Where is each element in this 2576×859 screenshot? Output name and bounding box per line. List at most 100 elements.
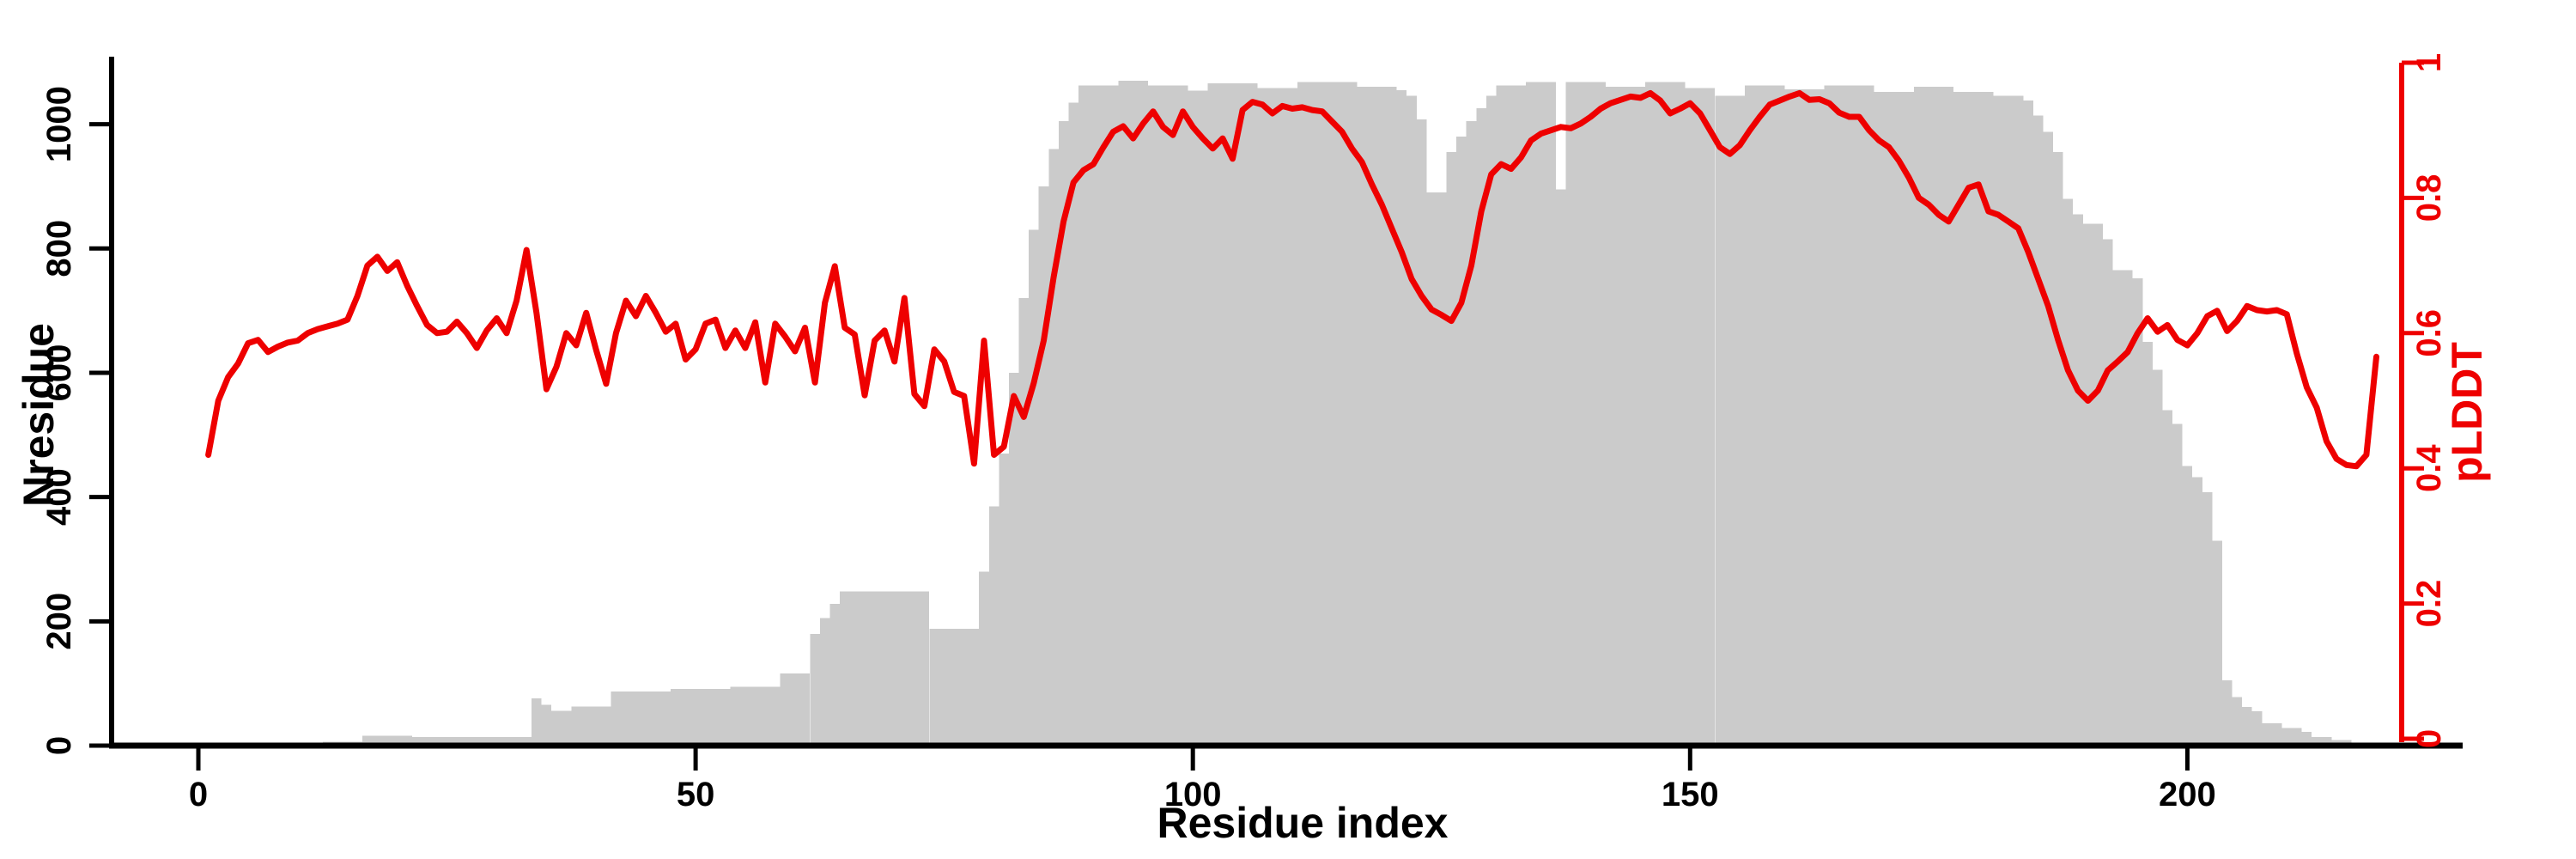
left-tick-label: 800: [40, 220, 78, 277]
right-tick-label: 0.8: [2410, 174, 2448, 222]
nresidue-bar: [532, 698, 542, 746]
nresidue-bar: [2132, 278, 2143, 746]
right-tick-label: 0.6: [2410, 309, 2448, 357]
nresidue-bar: [1058, 121, 1069, 746]
nresidue-bar: [2312, 736, 2332, 746]
nresidue-bar: [1406, 95, 1417, 746]
nresidue-bar: [1784, 89, 1825, 746]
nresidue-bar: [1565, 82, 1606, 746]
nresidue-bar: [1207, 82, 1258, 746]
x-tick-label: 0: [189, 776, 208, 813]
left-tick-label: 1000: [40, 86, 78, 162]
left-tick-label: 200: [40, 593, 78, 650]
nresidue-bar: [1426, 192, 1447, 746]
nresidue-bar: [1008, 373, 1019, 746]
nresidue-bar: [810, 633, 820, 746]
plddt-line: [205, 89, 2379, 470]
nresidue-bar: [2082, 223, 2103, 746]
nresidue-bar: [1416, 119, 1427, 746]
nresidue-bar: [2242, 707, 2252, 746]
nresidue-bar: [1874, 92, 1914, 746]
nresidue-bar: [2202, 491, 2213, 746]
nresidue-bar: [1824, 85, 1874, 746]
right-tick-label: 0: [2410, 729, 2448, 748]
right-tick-label: 0.2: [2410, 580, 2448, 628]
nresidue-bar: [2112, 270, 2133, 746]
nresidue-bar: [1396, 89, 1407, 746]
nresidue-bar: [1118, 81, 1148, 746]
nresidue-bar: [988, 506, 999, 746]
nresidue-bar: [2281, 728, 2302, 746]
right-axis-title: pLDDT: [2443, 342, 2491, 483]
nresidue-bar: [929, 629, 980, 746]
nresidue-bar: [780, 673, 811, 746]
nresidue-bar: [571, 706, 611, 746]
nresidue-bar: [979, 571, 989, 746]
nresidue-bar: [541, 704, 552, 746]
nresidue-bar: [1446, 152, 1457, 746]
nresidue-bar: [1526, 82, 1556, 746]
nresidue-bar: [2063, 198, 2074, 746]
nresidue-bar: [829, 604, 841, 746]
nresidue-bar: [2162, 410, 2172, 746]
nresidue-bar: [1297, 82, 1358, 746]
nresidue-bar: [1745, 85, 1785, 746]
nresidue-bar: [1555, 189, 1566, 746]
nresidue-bar: [1456, 137, 1467, 746]
nresidue-bar: [2073, 214, 2083, 746]
nresidue-bar: [2023, 101, 2033, 746]
nresidue-bars-series: [322, 81, 2382, 746]
nresidue-bar: [2232, 697, 2243, 746]
nresidue-bar: [2212, 540, 2222, 746]
right-tick-label: 1: [2410, 53, 2448, 72]
nresidue-bar: [1685, 88, 1716, 746]
nresidue-bar: [1645, 82, 1686, 746]
x-axis-title: Residue index: [1157, 799, 1449, 847]
nresidue-bar: [362, 735, 412, 746]
nresidue-bar: [2301, 732, 2312, 746]
nresidue-bar: [1029, 229, 1039, 746]
nresidue-bar: [840, 591, 930, 746]
nresidue-bar: [1476, 107, 1486, 746]
left-axis-title: Nresidue: [15, 323, 63, 507]
nresidue-bar: [819, 618, 830, 746]
nresidue-bar: [999, 454, 1009, 746]
left-tick-label: 400: [40, 468, 78, 526]
nresidue-bar: [1605, 87, 1646, 746]
nresidue-bar: [1715, 95, 1745, 746]
nresidue-bar: [1913, 87, 1954, 746]
nresidue-bar: [1068, 102, 1078, 746]
nresidue-bar: [2043, 131, 2054, 746]
x-tick-label: 100: [1164, 776, 1222, 813]
nresidue-bar: [2172, 423, 2183, 746]
nresidue-bar: [1257, 88, 1297, 746]
nresidue-bar: [1148, 85, 1188, 746]
nresidue-bar: [611, 691, 671, 746]
nresidue-bar: [2103, 239, 2113, 746]
axes: 0 50 100 150 200 0 200 400 600 800 1000 0 0.2 0.4 0.6 0…: [40, 53, 2463, 813]
nresidue-bar: [2221, 680, 2233, 746]
nresidue-bar: [2251, 711, 2263, 746]
x-tick-label: 50: [677, 776, 715, 813]
nresidue-bar: [1038, 186, 1049, 746]
nresidue-bar: [1496, 85, 1527, 746]
nresidue-bar: [1485, 95, 1497, 746]
nresidue-bar: [2262, 723, 2282, 746]
nresidue-bar: [1466, 121, 1477, 746]
nresidue-bar: [1078, 85, 1119, 746]
plddt-line-series: [205, 89, 2379, 470]
nresidue-bar: [2053, 152, 2063, 746]
nresidue-bar: [2192, 477, 2202, 746]
left-tick-label: 600: [40, 344, 78, 402]
left-tick-label: 0: [40, 736, 78, 755]
nresidue-bar: [671, 689, 731, 746]
nresidue-bar: [1993, 95, 2024, 746]
nresidue-bar: [2142, 341, 2153, 746]
nresidue-bar: [412, 736, 532, 746]
x-tick-label: 200: [2159, 776, 2216, 813]
x-tick-label: 150: [1662, 776, 1719, 813]
nresidue-bar: [2182, 466, 2193, 746]
nresidue-bar: [2152, 369, 2163, 746]
